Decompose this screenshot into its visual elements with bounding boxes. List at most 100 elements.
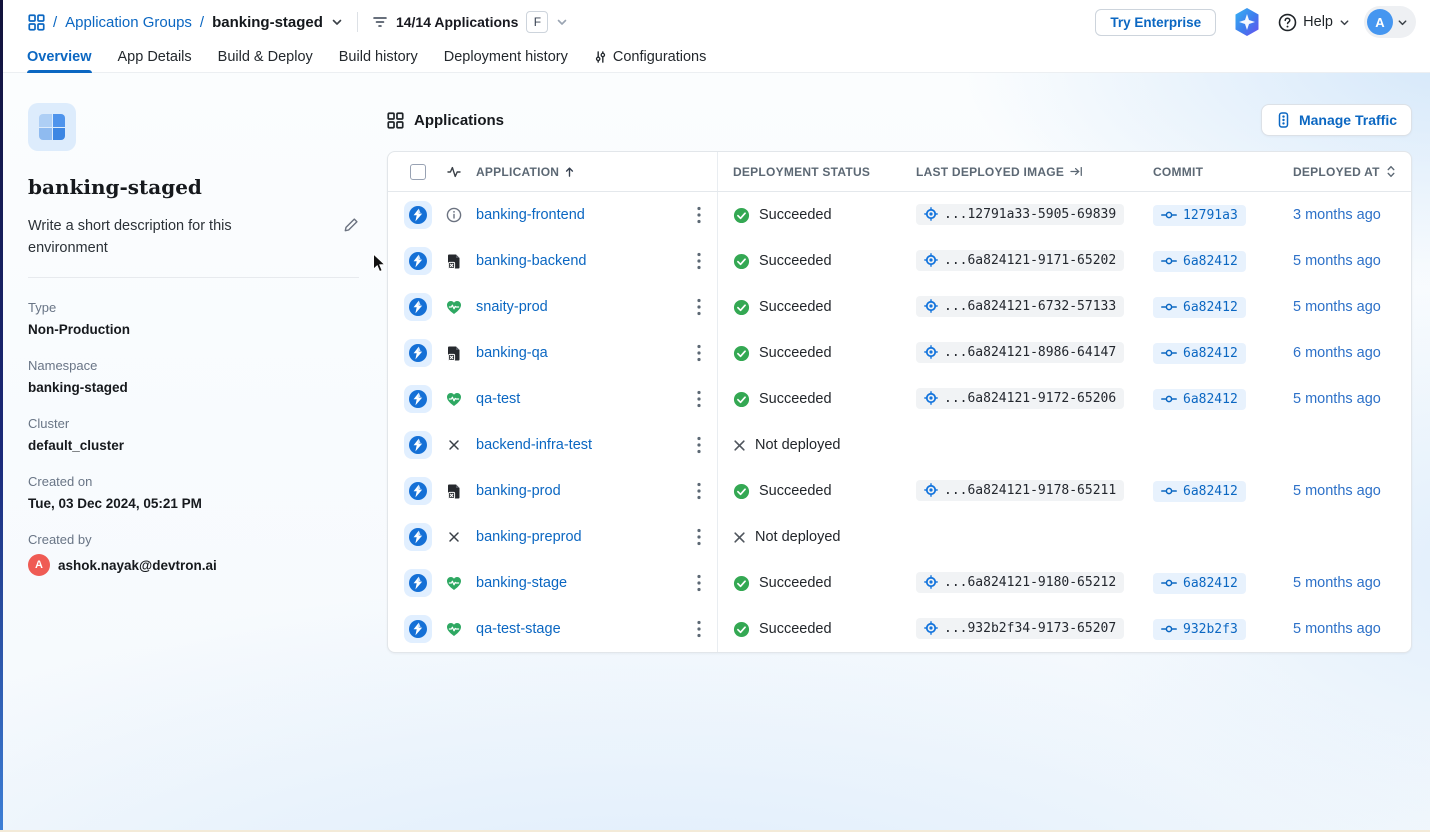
last-deployed-image-chip[interactable]: ...6a824121-9178-65211 <box>916 479 1125 501</box>
breadcrumb-separator: / <box>53 13 58 31</box>
topbar-actions: Try Enterprise Help A <box>1095 5 1416 39</box>
commit-chip[interactable]: 932b2f3 <box>1153 618 1246 640</box>
environment-description-placeholder: Write a short description for this envir… <box>28 218 232 256</box>
last-deployed-image-chip[interactable]: ...12791a33-5905-69839 <box>916 203 1125 225</box>
tab-deployment-history[interactable]: Deployment history <box>443 49 568 65</box>
commit-chip[interactable]: 6a82412 <box>1153 480 1246 502</box>
ai-assistant-sparkle-icon[interactable] <box>1230 5 1264 39</box>
breadcrumb-application-groups[interactable]: Application Groups <box>65 13 192 31</box>
manage-traffic-button[interactable]: Manage Traffic <box>1260 104 1412 136</box>
commit-icon <box>1161 578 1177 588</box>
help-menu[interactable]: Help <box>1278 13 1350 32</box>
tab-build-deploy[interactable]: Build & Deploy <box>217 49 313 65</box>
last-deployed-image-chip[interactable]: ...6a824121-8986-64147 <box>916 341 1125 363</box>
row-kebab-menu-icon[interactable] <box>697 390 701 408</box>
deployment-status: Succeeded <box>718 207 916 224</box>
deployed-at-link[interactable]: 5 months ago <box>1293 483 1381 499</box>
healthy-heart-icon <box>446 576 462 591</box>
app-name-link[interactable]: banking-stage <box>476 575 568 591</box>
row-kebab-menu-icon[interactable] <box>697 574 701 592</box>
field-created-on: Created on Tue, 03 Dec 2024, 05:21 PM <box>28 474 202 511</box>
commit-icon <box>1161 210 1177 220</box>
app-name-link[interactable]: qa-test <box>476 391 521 407</box>
devtron-app-icon <box>404 569 432 597</box>
file-missing-icon <box>446 345 462 361</box>
environment-title: banking-staged <box>28 175 202 199</box>
row-kebab-menu-icon[interactable] <box>697 206 701 224</box>
try-enterprise-button[interactable]: Try Enterprise <box>1095 8 1217 36</box>
app-name-link[interactable]: banking-qa <box>476 345 548 361</box>
commit-icon <box>1161 348 1177 358</box>
deployed-at-link[interactable]: 6 months ago <box>1293 345 1381 361</box>
healthy-heart-icon <box>446 392 462 407</box>
applications-panel: Applications Manage Traffic APPLICATION <box>387 73 1430 831</box>
table-row: banking-prod Succeeded ...6a824121-9178-65… <box>388 468 1411 514</box>
sidebar-divider <box>28 277 359 278</box>
commit-chip[interactable]: 6a82412 <box>1153 342 1246 364</box>
commit-chip[interactable]: 6a82412 <box>1153 388 1246 410</box>
app-name-link[interactable]: banking-frontend <box>476 207 585 223</box>
tab-overview[interactable]: Overview <box>27 44 92 73</box>
help-chevron-down-icon <box>1340 19 1349 25</box>
deployment-status: Succeeded <box>718 391 916 408</box>
commit-chip[interactable]: 6a82412 <box>1153 572 1246 594</box>
commit-chip[interactable]: 12791a3 <box>1153 204 1246 226</box>
environment-sidebar: banking-staged Write a short description… <box>0 73 387 831</box>
status-check-icon <box>733 253 750 270</box>
tab-configurations[interactable]: Configurations <box>594 44 706 72</box>
devtron-app-icon <box>404 385 432 413</box>
app-name-link[interactable]: banking-backend <box>476 253 587 269</box>
creator-avatar: A <box>28 554 50 576</box>
row-kebab-menu-icon[interactable] <box>697 620 701 638</box>
last-deployed-image-chip[interactable]: ...6a824121-6732-57133 <box>916 295 1125 317</box>
last-deployed-image-chip[interactable]: ...6a824121-9180-65212 <box>916 571 1125 593</box>
topbar-divider <box>356 12 358 32</box>
row-kebab-menu-icon[interactable] <box>697 482 701 500</box>
app-name-link[interactable]: banking-preprod <box>476 529 582 545</box>
filter-chevron-down-icon[interactable] <box>556 16 568 28</box>
user-menu[interactable]: A <box>1364 6 1416 38</box>
app-name-link[interactable]: backend-infra-test <box>476 437 593 453</box>
healthy-heart-icon <box>446 622 462 637</box>
column-application[interactable]: APPLICATION <box>476 165 575 179</box>
applications-filter[interactable]: 14/14 Applications F <box>372 11 568 33</box>
status-check-icon <box>733 299 750 316</box>
commit-chip[interactable]: 6a82412 <box>1153 250 1246 272</box>
app-name-link[interactable]: snaity-prod <box>476 299 548 315</box>
field-type: Type Non-Production <box>28 300 130 337</box>
column-deployed-at[interactable]: DEPLOYED AT <box>1293 165 1411 179</box>
select-all-checkbox[interactable] <box>410 163 426 180</box>
status-check-icon <box>733 207 750 224</box>
table-row: banking-preprod Not deployed <box>388 514 1411 560</box>
deployed-at-link[interactable]: 5 months ago <box>1293 391 1381 407</box>
deployed-at-link[interactable]: 5 months ago <box>1293 253 1381 269</box>
deployed-at-link[interactable]: 5 months ago <box>1293 575 1381 591</box>
file-missing-icon <box>446 253 462 269</box>
last-deployed-image-chip[interactable]: ...6a824121-9172-65206 <box>916 387 1125 409</box>
last-deployed-image-chip[interactable]: ...6a824121-9171-65202 <box>916 249 1125 271</box>
app-name-link[interactable]: qa-test-stage <box>476 621 561 637</box>
commit-chip[interactable]: 6a82412 <box>1153 296 1246 318</box>
file-missing-icon <box>446 483 462 499</box>
tab-app-details[interactable]: App Details <box>117 49 192 65</box>
filter-count-label: 14/14 Applications <box>395 14 519 30</box>
deployment-status: Succeeded <box>718 345 916 362</box>
row-kebab-menu-icon[interactable] <box>697 528 701 546</box>
deployed-at-link[interactable]: 5 months ago <box>1293 299 1381 315</box>
last-deployed-image-chip[interactable]: ...932b2f34-9173-65207 <box>916 617 1125 639</box>
applications-table: APPLICATION DEPLOYMENT STATUS LAST DEPLO… <box>387 151 1412 653</box>
app-name-link[interactable]: banking-prod <box>476 483 561 499</box>
deployed-at-link[interactable]: 5 months ago <box>1293 621 1381 637</box>
app-grid-icon[interactable] <box>28 13 45 31</box>
helm-wheel-icon <box>924 391 938 406</box>
row-kebab-menu-icon[interactable] <box>697 436 701 454</box>
tab-build-history[interactable]: Build history <box>338 49 418 65</box>
env-switch-chevron-down-icon[interactable] <box>331 16 343 28</box>
row-kebab-menu-icon[interactable] <box>697 252 701 270</box>
deployed-at-link[interactable]: 3 months ago <box>1293 207 1381 223</box>
row-kebab-menu-icon[interactable] <box>697 298 701 316</box>
edit-description-pencil-icon[interactable] <box>343 217 359 238</box>
row-kebab-menu-icon[interactable] <box>697 344 701 362</box>
healthy-heart-icon <box>446 300 462 315</box>
table-row: banking-stage Succeeded ...6a824121-9180-6… <box>388 560 1411 606</box>
